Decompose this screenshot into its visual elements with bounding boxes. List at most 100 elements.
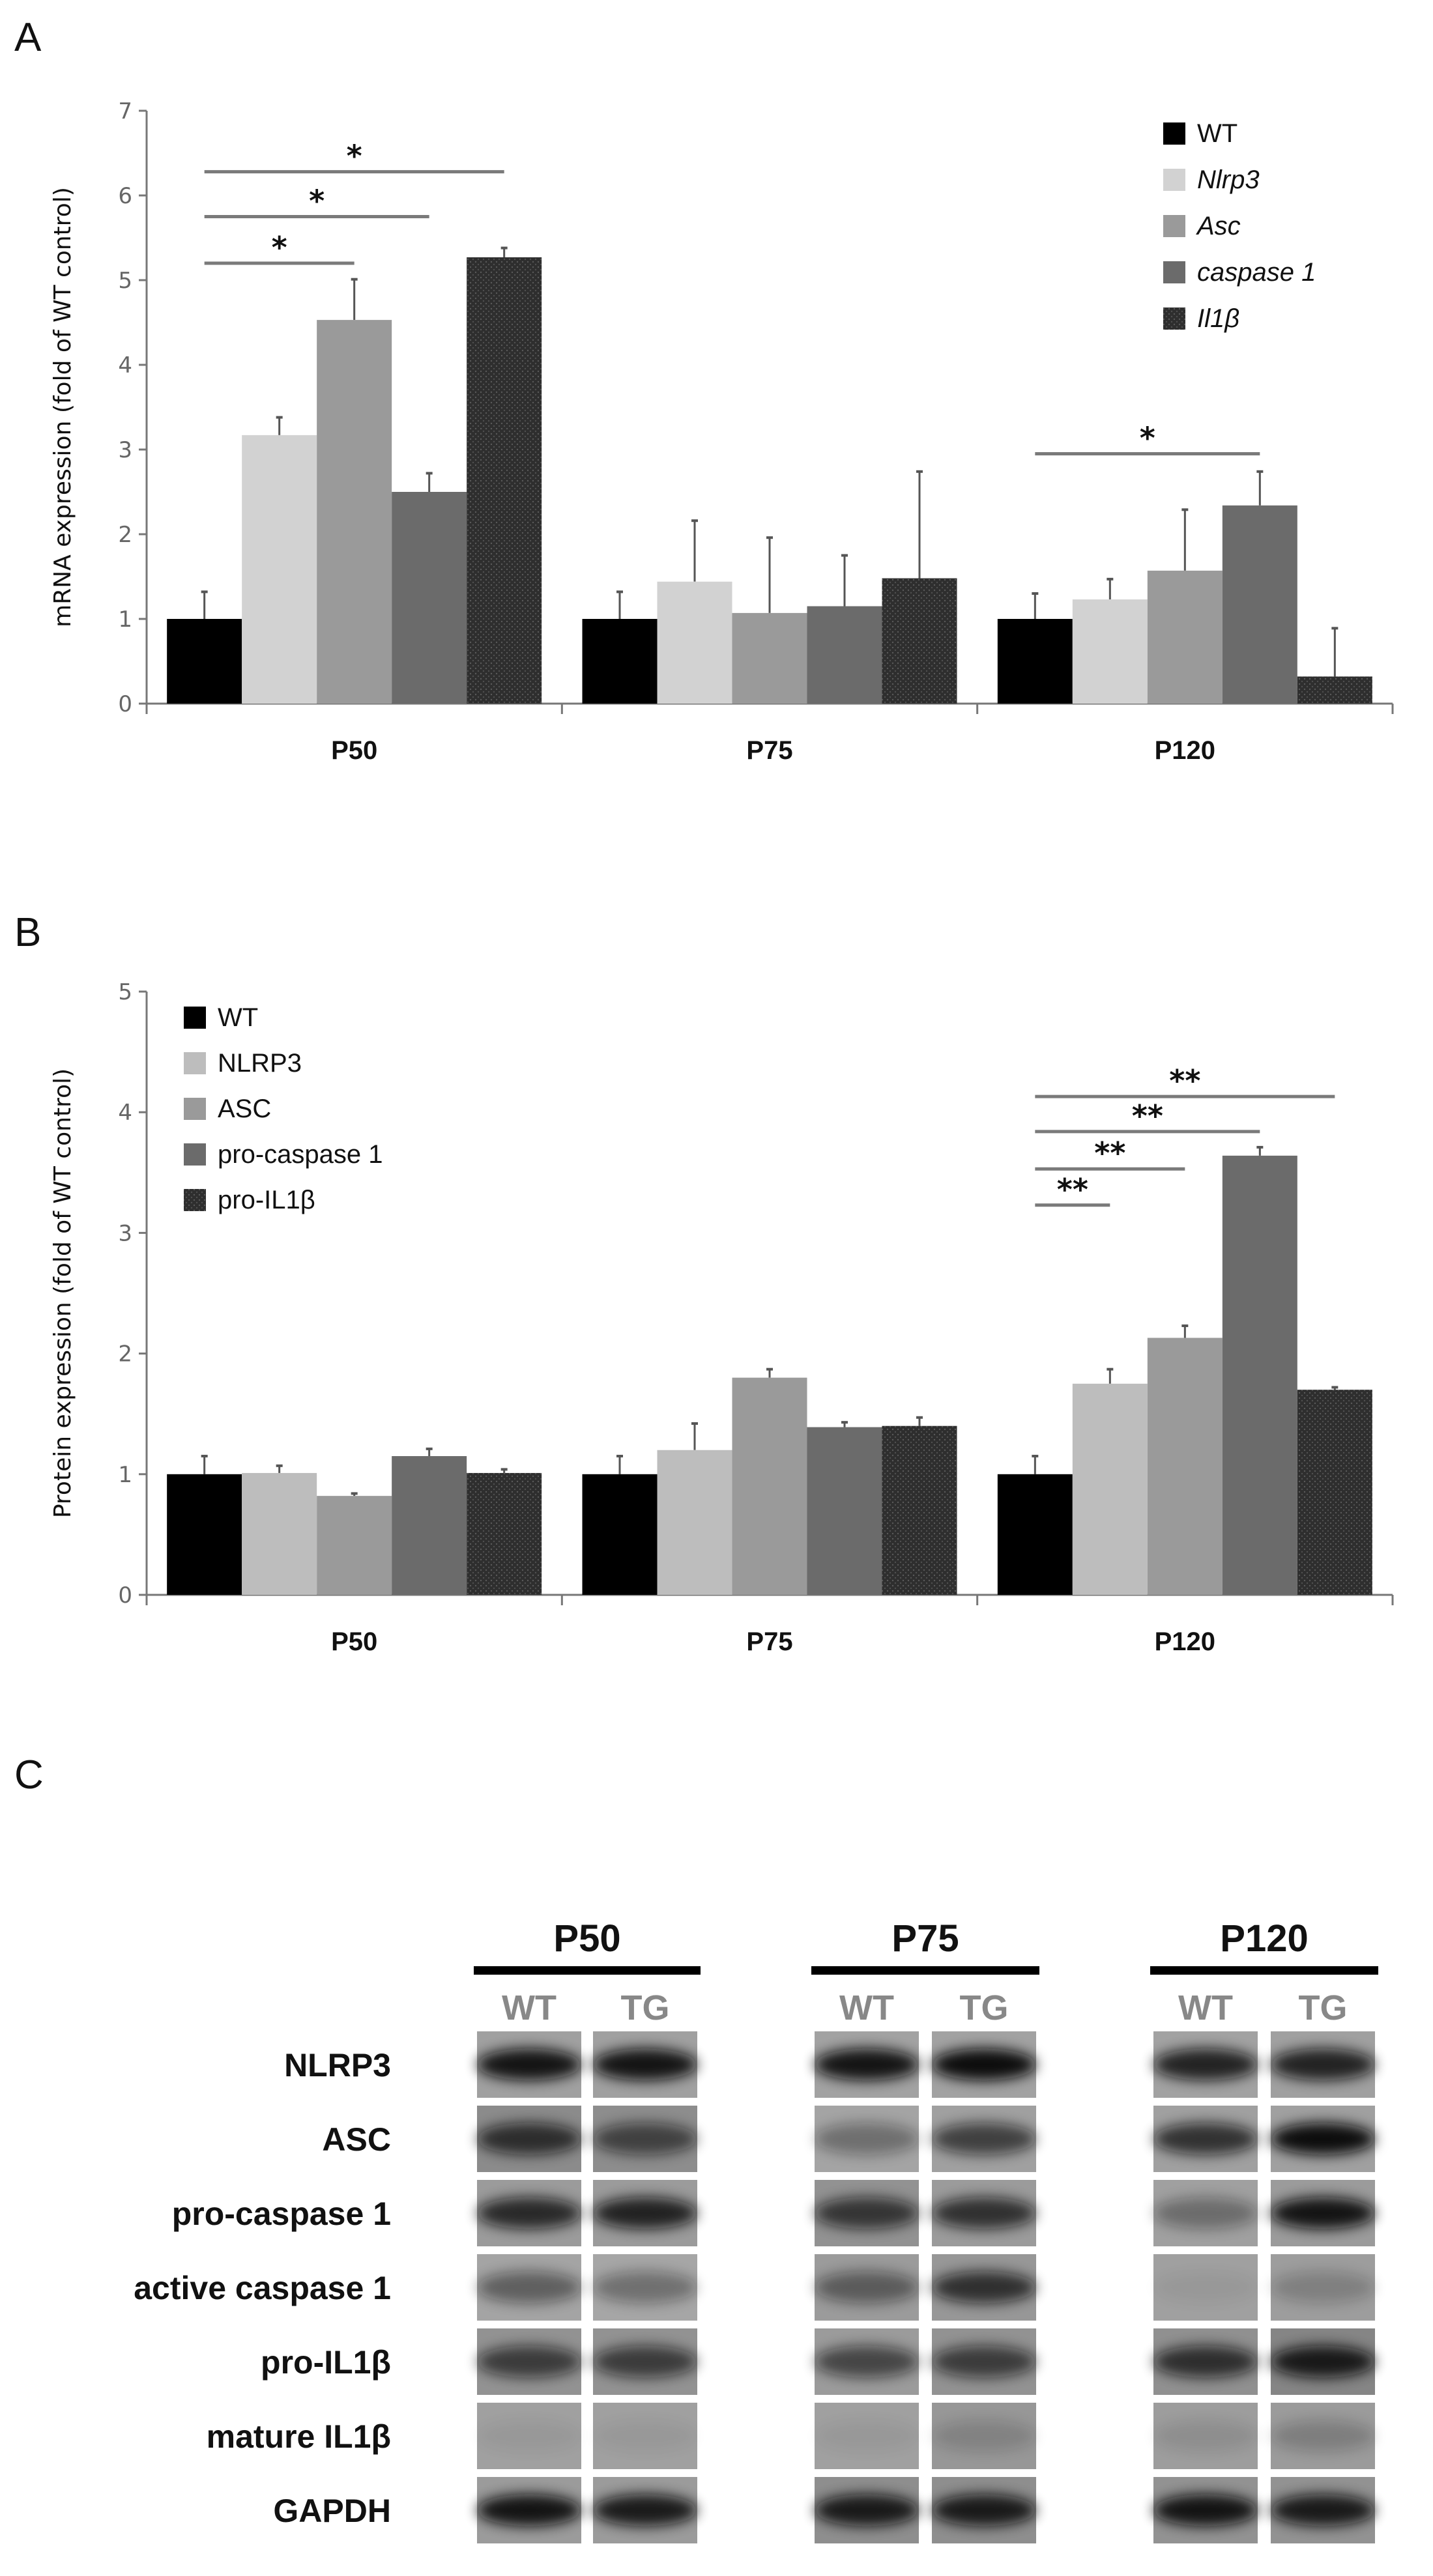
blot-group-label: P50 (553, 1917, 620, 1960)
bar-pro-il1β (467, 1472, 542, 1595)
y-tick-label: 5 (118, 268, 132, 294)
bar-il1β (882, 578, 957, 704)
bar-pro-caspase-1 (1222, 1155, 1297, 1595)
blot-group-label: P120 (1220, 1917, 1308, 1960)
bar-caspase-1 (1222, 505, 1297, 704)
bar-il1β (1297, 676, 1372, 704)
significance-marker: ** (1094, 1136, 1125, 1171)
blot-band (815, 2494, 919, 2526)
bar-asc (317, 1496, 392, 1595)
y-tick-label: 4 (118, 352, 132, 379)
legend-label: Il1β (1197, 304, 1239, 333)
bar-wt (582, 1474, 658, 1595)
bar-wt (167, 1474, 242, 1595)
blot-band (1271, 2123, 1375, 2155)
blot-band (1271, 2420, 1375, 2452)
blot-band (593, 2123, 697, 2155)
significance-marker: ** (1132, 1098, 1163, 1134)
chart-a-mrna: 0 1 2 3 4 5 6 7 P50 P75 P120 * * * * mRNA expression (f… (50, 98, 1394, 765)
y-tick-label: 1 (118, 607, 132, 633)
y-tick-label: 2 (118, 522, 132, 548)
blot-band (477, 2197, 581, 2229)
blot-lane-label: WT (502, 1988, 557, 2027)
blot-band (593, 2494, 697, 2526)
bar-caspase-1 (392, 492, 467, 704)
blot-band (932, 2271, 1036, 2304)
blot-band (815, 2048, 919, 2081)
y-tick-label: 4 (118, 1100, 132, 1126)
bar-nlrp3 (1072, 1383, 1148, 1595)
y-tick-label: 3 (118, 1220, 132, 1246)
panel-label-b: B (14, 910, 41, 955)
blot-lane-label: WT (1178, 1988, 1233, 2027)
significance-marker: ** (1057, 1172, 1088, 1207)
bar-nlrp3 (242, 435, 317, 704)
y-tick-label: 3 (118, 437, 132, 463)
legend-label: pro-IL1β (218, 1186, 315, 1214)
bar-il1β (467, 257, 542, 704)
blot-band (1271, 2271, 1375, 2304)
legend-swatch (1163, 215, 1185, 237)
bar-nlrp3 (1072, 599, 1148, 704)
y-tick-label: 6 (118, 183, 132, 209)
y-axis-label: Protein expression (fold of WT control) (50, 1068, 76, 1518)
blot-band (477, 2048, 581, 2081)
bar-caspase-1 (807, 606, 882, 704)
bar-nlrp3 (242, 1472, 317, 1595)
blot-group-bar (1150, 1966, 1378, 1975)
blot-band (593, 2420, 697, 2452)
blot-band (1153, 2123, 1258, 2155)
blot-band (1153, 2197, 1258, 2229)
category-label-p120: P120 (1155, 1627, 1215, 1656)
legend-swatch (184, 1007, 206, 1029)
blot-band (815, 2197, 919, 2229)
blot-band (932, 2420, 1036, 2452)
blot-band (593, 2345, 697, 2378)
bar-asc (732, 612, 807, 704)
legend-swatch (1163, 122, 1185, 145)
blot-band (815, 2420, 919, 2452)
significance-marker: * (309, 184, 325, 219)
blot-band (815, 2123, 919, 2155)
legend-swatch (184, 1098, 206, 1120)
legend-label: WT (1197, 119, 1238, 148)
legend-label: Asc (1196, 212, 1241, 240)
legend-label: ASC (218, 1095, 271, 1123)
blot-band (815, 2345, 919, 2378)
bar-asc (732, 1377, 807, 1595)
blot-band (1153, 2420, 1258, 2452)
blot-band (477, 2345, 581, 2378)
blot-row-label: GAPDH (273, 2493, 391, 2529)
bar-pro-caspase-1 (392, 1456, 467, 1595)
panel-label-c: C (14, 1753, 44, 1797)
blot-band (932, 2123, 1036, 2155)
blot-band (932, 2494, 1036, 2526)
bar-pro-il1β (1297, 1390, 1372, 1595)
blot-band (1153, 2271, 1258, 2304)
panel-label-a: A (14, 15, 42, 60)
bar-nlrp3 (657, 581, 732, 704)
blot-band (1271, 2048, 1375, 2081)
category-label-p50: P50 (331, 1627, 377, 1656)
blot-row-label: pro-caspase 1 (172, 2196, 391, 2232)
blot-lane-label: WT (839, 1988, 894, 2027)
legend-label: pro-caspase 1 (218, 1140, 383, 1169)
legend-swatch (184, 1052, 206, 1074)
blot-band (1153, 2345, 1258, 2378)
blot-band (932, 2345, 1036, 2378)
blot-row-label: NLRP3 (284, 2047, 391, 2083)
category-label-p120: P120 (1155, 736, 1215, 765)
blot-lane-label: TG (960, 1988, 1009, 2027)
blot-band (1153, 2494, 1258, 2526)
blot-band (593, 2048, 697, 2081)
y-tick-label: 5 (118, 979, 132, 1005)
y-tick-label: 0 (118, 691, 132, 717)
bar-asc (1147, 1338, 1223, 1595)
category-label-p75: P75 (746, 1627, 792, 1656)
blot-row-label: pro-IL1β (261, 2344, 391, 2381)
blot-band (1271, 2197, 1375, 2229)
bar-wt (997, 1474, 1073, 1595)
blot-band (1271, 2494, 1375, 2526)
